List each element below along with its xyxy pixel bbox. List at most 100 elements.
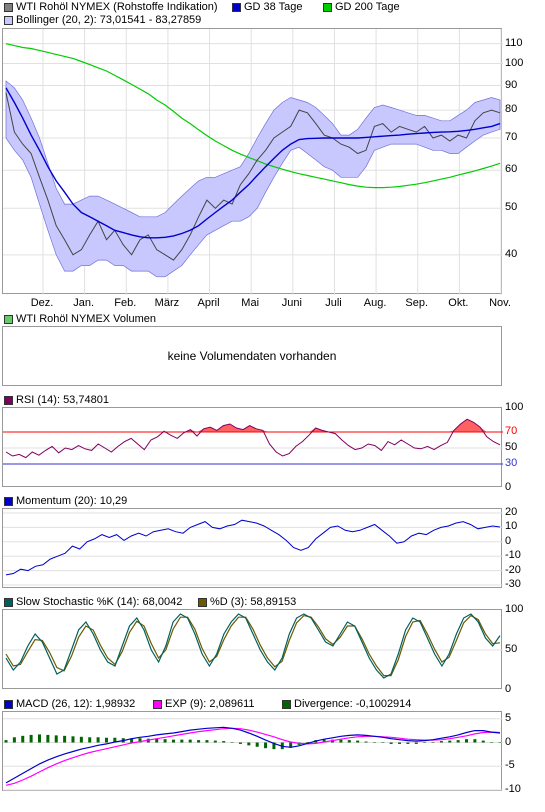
legend-label-macd: MACD (26, 12): 1,98932 [16,698,136,710]
legend-swatch-volume [4,314,13,324]
momentum-panel [2,508,503,588]
divergence-bar [347,740,351,743]
divergence-bar [54,735,58,743]
y-tick-label: 90 [505,78,518,91]
legend-label-ma200: GD 200 Tage [335,1,400,13]
y-tick-label: 110 [505,36,523,49]
x-tick-label: März [154,297,180,309]
y-tick-label: 60 [505,163,518,176]
y-tick-label: 5 [505,711,512,724]
divergence-bar [113,737,117,743]
x-tick-label: Feb. [114,297,137,309]
y-tick-label: 30 [505,457,518,469]
legend-ma200: GD 200 Tage [323,0,400,14]
x-tick-label: Nov. [489,297,511,309]
legend-volume: WTI Rohöl NYMEX Volumen [4,312,156,326]
divergence-bar [473,739,477,743]
legend-label-divergence: Divergence: -0,1002914 [294,698,412,710]
divergence-bar [339,739,343,743]
y-tick-label: 50 [505,201,518,214]
x-tick-label: Sep. [405,297,429,309]
divergence-bar [423,742,427,743]
rsi-panel [2,407,503,487]
legend-stoch-k: Slow Stochastic %K (14): 68,0042 [4,595,182,609]
stoch-chart-svg [3,613,503,679]
divergence-bar [130,738,134,743]
divergence-bar [490,742,494,743]
legend-label-volume: WTI Rohöl NYMEX Volumen [16,313,156,325]
divergence-bar [264,742,268,749]
divergence-bar [498,742,502,743]
macd-line [5,726,501,784]
no-volume-message: keine Volumendaten vorhanden [167,349,337,363]
divergence-bar [163,739,167,743]
legend-swatch-momentum [4,496,13,506]
volume-panel [2,326,502,386]
ma200-line [5,43,501,189]
price-chart-panel [2,28,503,295]
legend-ma38: GD 38 Tage [232,0,303,14]
bollinger-band [5,80,501,278]
macd-legend: MACD (26, 12): 1,98932 EXP (9): 2,089611… [0,697,545,711]
divergence-bar [389,742,393,744]
x-tick-label: Aug. [363,297,387,309]
divergence-bar [29,734,33,743]
divergence-bar [171,739,175,743]
legend-swatch-ma38 [232,2,241,12]
legend-label-stoch-k: Slow Stochastic %K (14): 68,0042 [16,596,183,608]
legend-label-ma38: GD 38 Tage [244,1,303,13]
legend-rsi: RSI (14): 53,74801 [4,393,109,407]
y-tick-label: 20 [505,506,518,518]
legend-swatch-stoch-d [198,597,207,607]
y-tick-label: 100 [505,401,524,413]
stoch-legend: Slow Stochastic %K (14): 68,0042 %D (3):… [0,595,545,609]
x-tick-label: April [197,297,220,309]
divergence-bar [46,734,50,743]
divergence-bar [180,739,184,743]
y-tick-label: -30 [505,578,521,590]
divergence-bar [414,742,418,744]
divergence-bar [197,740,201,743]
divergence-bar [79,736,83,743]
divergence-bar [88,737,92,743]
divergence-bar [104,737,108,743]
y-tick-label: 70 [505,425,518,437]
legend-swatch-divergence [282,699,291,709]
y-tick-label: 0 [505,481,512,493]
stoch-panel [2,609,503,689]
divergence-bar [465,739,469,743]
ma38-line [5,87,501,239]
legend-swatch-stoch-k [4,597,13,607]
momentum-chart-svg [3,512,503,586]
rsi-overbought-fill [6,419,500,432]
divergence-bar [21,735,25,743]
price-line [5,92,501,261]
legend-bollinger: Bollinger (20, 2): 73,01541 - 83,27859 [4,13,201,27]
rsi-legend: RSI (14): 53,74801 [0,393,545,407]
legend-label-stoch-d: %D (3): 58,89153 [210,596,297,608]
momentum-line [5,519,501,576]
divergence-bar [364,741,368,743]
divergence-bar [138,738,142,743]
divergence-bar [398,742,402,744]
legend-swatch-bollinger [4,15,13,25]
divergence-bar [372,742,376,743]
divergence-bar [4,740,8,743]
divergence-bar [238,742,242,744]
divergence-bar [37,734,41,743]
legend-label-exp: EXP (9): 2,089611 [165,698,255,710]
macd-panel [2,711,503,791]
y-tick-label: 40 [505,247,518,260]
y-tick-label: 100 [505,56,524,69]
legend-swatch-price [4,2,13,12]
price-legend: WTI Rohöl NYMEX (Rohstoffe Indikation) G… [0,0,545,26]
divergence-bar [272,742,276,750]
divergence-bar [431,742,435,743]
legend-price-series: WTI Rohöl NYMEX (Rohstoffe Indikation) [4,0,218,14]
momentum-legend: Momentum (20): 10,29 [0,494,545,508]
divergence-bar [205,740,209,743]
stoch-k-line [5,613,501,679]
divergence-bar [448,740,452,743]
x-tick-label: Okt. [448,297,469,309]
divergence-bar [406,742,410,744]
